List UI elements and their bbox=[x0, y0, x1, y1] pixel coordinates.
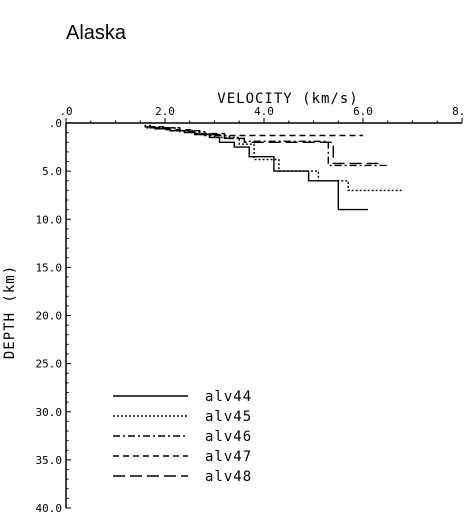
x-tick-label: 8.0 bbox=[452, 105, 465, 118]
y-tick-label: 20.0 bbox=[36, 310, 63, 323]
y-tick-label: 15.0 bbox=[36, 261, 63, 274]
chart-title: Alaska bbox=[66, 22, 127, 44]
y-axis-label: DEPTH (km) bbox=[2, 265, 18, 359]
y-tick-label: 5.0 bbox=[42, 165, 62, 178]
series-line-alv48 bbox=[149, 124, 383, 165]
series-line-alv46 bbox=[149, 124, 388, 167]
x-tick-label: .0 bbox=[59, 105, 72, 118]
y-tick-label: .0 bbox=[49, 117, 62, 130]
y-tick-label: 40.0 bbox=[36, 502, 63, 512]
legend: alv44 alv45 alv46 alv47 alv48 bbox=[113, 389, 252, 485]
x-tick-label: 6.0 bbox=[353, 105, 373, 118]
series-line-alv44 bbox=[144, 124, 368, 211]
series-group bbox=[144, 124, 403, 211]
legend-label-alv44: alv44 bbox=[205, 389, 252, 405]
x-tick-label: 2.0 bbox=[155, 105, 175, 118]
axes bbox=[65, 122, 462, 508]
legend-label-alv45: alv45 bbox=[205, 409, 252, 425]
tick-group: .0 2.0 4.0 6.0 8.0 .0 5.0 10.0 15.0 20.0 25.0 30.0 3… bbox=[36, 105, 465, 512]
legend-label-alv48: alv48 bbox=[205, 469, 252, 485]
legend-label-alv47: alv47 bbox=[205, 449, 252, 465]
y-tick-label: 35.0 bbox=[36, 454, 63, 467]
x-axis-label: VELOCITY (km/s) bbox=[217, 91, 358, 107]
y-tick-label: 30.0 bbox=[36, 406, 63, 419]
series-line-alv47 bbox=[149, 124, 363, 137]
y-tick-label: 10.0 bbox=[36, 213, 63, 226]
series-line-alv45 bbox=[144, 124, 403, 192]
x-tick-label: 4.0 bbox=[254, 105, 274, 118]
y-tick-label: 25.0 bbox=[36, 358, 63, 371]
legend-label-alv46: alv46 bbox=[205, 429, 252, 445]
